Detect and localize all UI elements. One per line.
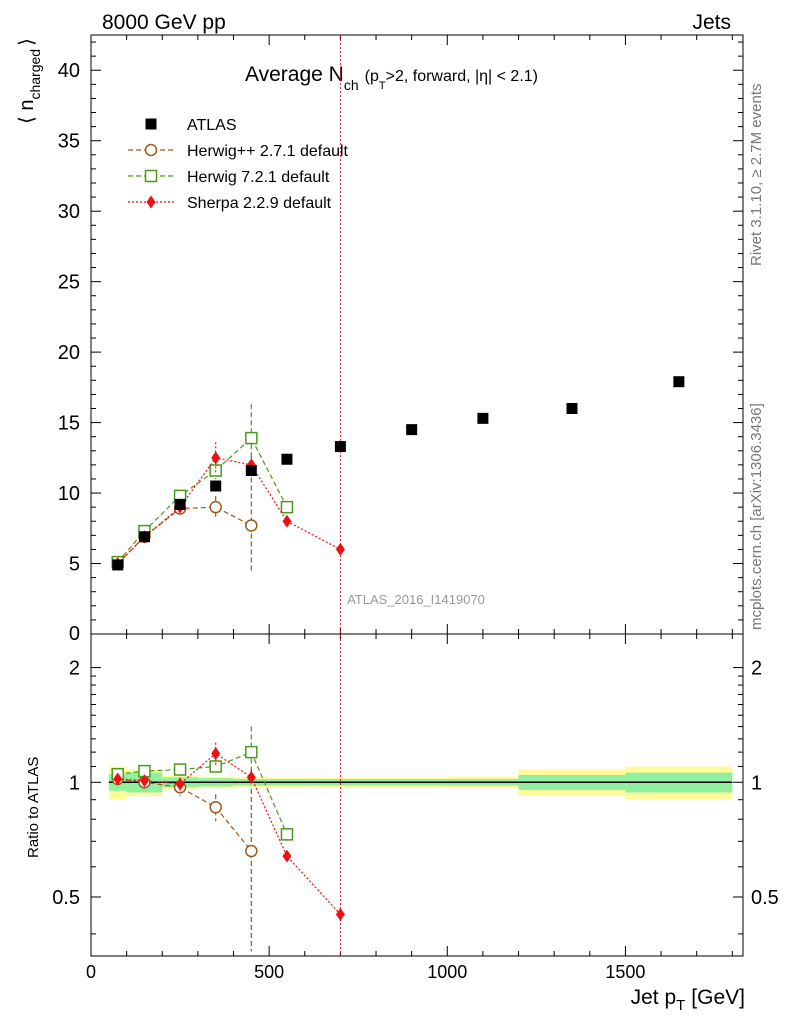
series-line <box>117 437 288 563</box>
analysis-watermark: ATLAS_2016_I1419070 <box>347 592 485 607</box>
legend-marker <box>145 118 157 130</box>
x-tick-label: 0 <box>86 962 96 982</box>
atlas-point <box>174 498 186 510</box>
y-tick-label: 10 <box>58 483 80 505</box>
xlabel-main: Jet p <box>631 986 677 1009</box>
xlabel-unit: [GeV] <box>691 986 745 1009</box>
atlas-point <box>334 441 346 453</box>
data-point <box>335 542 345 556</box>
series-line <box>117 457 341 564</box>
data-point <box>245 519 258 532</box>
atlas-point <box>210 480 222 492</box>
atlas-point <box>566 402 578 414</box>
svg-text:⟨ ncharged⟩: ⟨ ncharged ⟩ <box>16 38 43 124</box>
xlabel: Jet pT [GeV] <box>631 986 745 1014</box>
ratio-tick-label-left: 1 <box>69 772 80 794</box>
legend-marker <box>144 169 158 183</box>
legend-marker <box>144 143 158 157</box>
legend: ATLAS Herwig++ 2.7.1 default Herwig 7.2.1 … <box>128 117 349 212</box>
ratio-point <box>209 800 222 814</box>
legend-label: Sherpa 2.2.9 default <box>187 195 332 212</box>
mcplots-label: mcplots.cern.ch [arXiv:1306.3436] <box>748 403 765 630</box>
main-ylabel-text: ⟨ n <box>16 100 38 124</box>
title-cond-b: >2, forward, |η| < 2.1) <box>386 68 538 85</box>
y-tick-label: 40 <box>58 60 80 82</box>
legend-label: Herwig 7.2.1 default <box>187 169 330 186</box>
title-cond-sub: T <box>379 80 386 92</box>
y-tick-label: 15 <box>58 413 80 435</box>
ratio-point <box>175 777 185 791</box>
ratio-tick-label-right: 1 <box>751 772 762 794</box>
data-point <box>245 431 258 445</box>
ratio-point <box>245 745 258 759</box>
y-tick-label: 35 <box>58 131 80 153</box>
atlas-point <box>406 424 418 436</box>
y-tick-label: 20 <box>58 342 80 364</box>
main-ylabel: ⟨ ncharged ⟩ <box>16 38 43 124</box>
ratio-tick-label-left: 0.5 <box>52 887 80 909</box>
series-line <box>117 506 252 564</box>
ratio-point <box>335 907 345 921</box>
ratio-bands <box>108 766 733 800</box>
header-right: Jets <box>692 11 731 34</box>
title-main: Average N <box>245 63 344 86</box>
main-ylabel-close: ⟩ <box>16 38 38 46</box>
series-group <box>111 376 685 952</box>
data-point <box>209 500 222 514</box>
main-ylabel-sub: charged <box>27 49 43 100</box>
legend-marker <box>146 195 156 209</box>
axes-group: 0 500 1000 1500 5 10 15 20 25 30 35 40 0 0.5 0.5 1 1 2 2 <box>52 34 779 982</box>
xlabel-sub: T <box>676 997 685 1014</box>
atlas-point <box>281 453 293 465</box>
ratio-point <box>245 844 258 858</box>
ratio-point <box>139 774 149 788</box>
ratio-tick-label-right: 0.5 <box>751 887 779 909</box>
atlas-point <box>245 465 257 477</box>
title-sub: ch <box>344 77 359 93</box>
y-tick-label-zero: 0 <box>69 623 80 645</box>
rivet-label: Rivet 3.1.10, ≥ 2.7M events <box>748 84 765 267</box>
data-point <box>280 500 294 514</box>
atlas-point <box>138 531 150 543</box>
title-cond-a: (p <box>365 68 379 85</box>
header-left: 8000 GeV pp <box>102 11 226 34</box>
ratio-point <box>211 746 221 760</box>
legend-label: Herwig++ 2.7.1 default <box>187 143 349 160</box>
data-point <box>282 514 292 528</box>
ratio-ylabel: Ratio to ATLAS <box>25 757 42 858</box>
y-tick-label: 30 <box>58 201 80 223</box>
plot-title: Average Nch (pT>2, forward, |η| < 2.1) <box>245 63 538 93</box>
atlas-point <box>477 412 489 424</box>
ratio-tick-label-right: 2 <box>751 658 762 680</box>
ratio-tick-label-left: 2 <box>69 658 80 680</box>
ratio-line <box>117 778 252 852</box>
x-tick-label: 500 <box>254 962 284 982</box>
legend-label: ATLAS <box>187 117 237 134</box>
ratio-point <box>246 770 256 784</box>
x-tick-label: 1000 <box>427 962 467 982</box>
ratio-line <box>117 751 288 835</box>
y-tick-label: 25 <box>58 272 80 294</box>
ratio-point <box>280 828 294 841</box>
ratio-point <box>173 763 187 776</box>
data-point <box>211 451 221 465</box>
atlas-point <box>673 376 685 388</box>
atlas-point <box>112 559 124 571</box>
ratio-frame <box>90 633 744 957</box>
ratio-point <box>113 772 123 786</box>
x-tick-label: 1500 <box>605 962 645 982</box>
ratio-point <box>282 849 292 863</box>
y-tick-label: 5 <box>69 554 80 576</box>
ratio-point <box>209 760 222 773</box>
